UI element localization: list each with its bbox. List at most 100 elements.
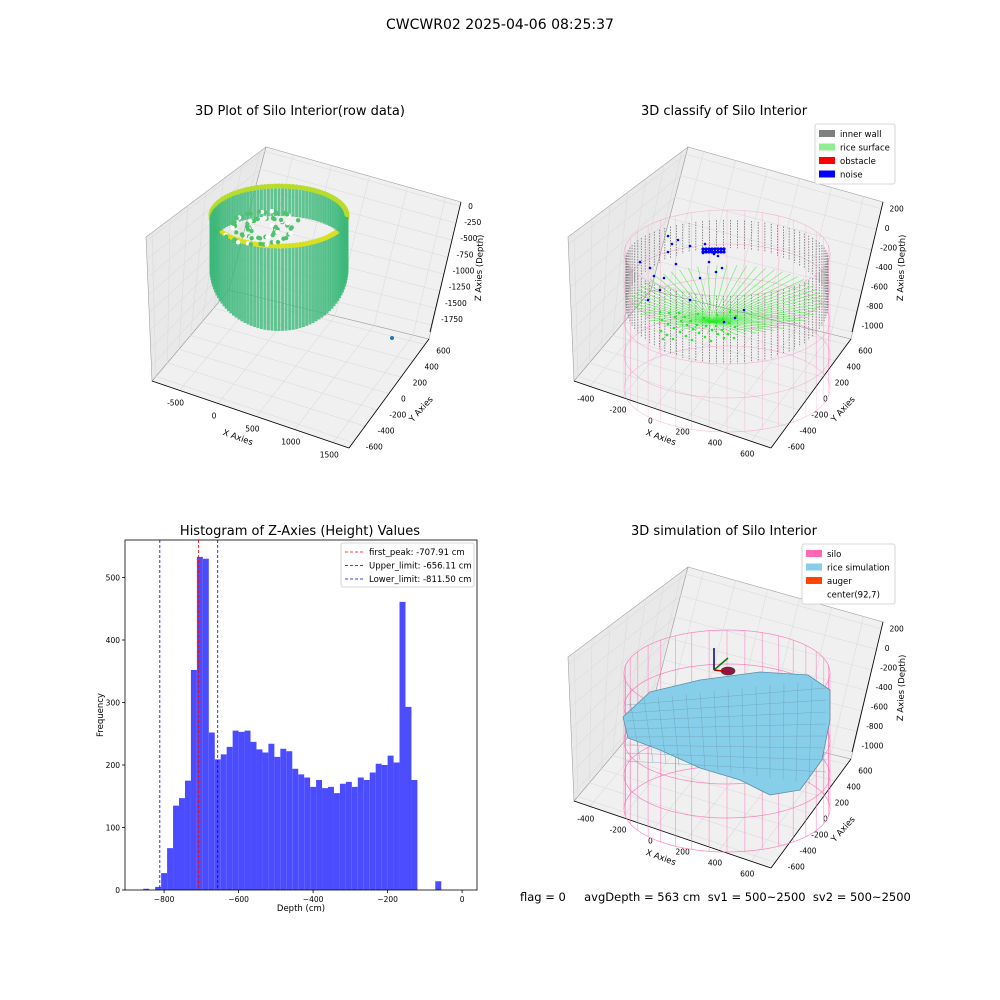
histogram-bar	[220, 754, 227, 890]
plot2-rice-surface-point	[671, 337, 675, 341]
histogram-bar	[333, 793, 340, 890]
histogram-bar	[232, 730, 239, 890]
plot2-xtick-label: 0	[648, 416, 653, 425]
plot1-surface-point	[270, 232, 275, 238]
histogram-bar	[405, 706, 412, 890]
plot1-surface-point	[270, 223, 275, 228]
plot2-rice-surface-point	[697, 266, 713, 323]
histogram-legend-label: first_peak: -707.91 cm	[369, 548, 465, 558]
plot4-mesh-line	[727, 689, 732, 773]
plot4-mesh-line	[625, 699, 827, 714]
plot1-surface-point	[248, 242, 253, 247]
plot1-surface-point	[270, 216, 276, 221]
plot4-legend-swatch	[806, 563, 822, 571]
plot4-z-axis-line	[851, 621, 884, 753]
plot2-rice-surface-point	[711, 321, 718, 335]
plot2-noise-point	[707, 247, 711, 251]
plot2-rice-surface-point	[711, 282, 810, 323]
plot4-mesh-line	[629, 699, 641, 761]
plot4-xlabel: X Axies	[644, 848, 677, 868]
plot2-rice-surface-point	[734, 314, 738, 318]
plot2-rice-surface-point	[711, 321, 747, 335]
plot2-rice-surface-point	[666, 322, 670, 326]
plot1-surface-point	[224, 234, 229, 239]
plot2-ztick-label: -200	[880, 244, 897, 253]
histogram-xtick-label: −200	[377, 895, 398, 904]
plot2-noise-point	[698, 276, 702, 280]
plot1-surface-point	[230, 220, 235, 226]
histogram-bar	[167, 848, 174, 890]
figure-title: CWCWR02 2025-04-06 08:25:37	[386, 17, 614, 33]
plot2-rice-surface-point	[711, 267, 766, 323]
plot2-noise-point	[713, 247, 717, 251]
plot2-legend-label: noise	[840, 171, 863, 181]
histogram-bar	[363, 780, 370, 890]
plot4-ztick-label: -800	[866, 722, 883, 731]
plot2-rice-surface-point	[670, 271, 713, 323]
plot2-title: 3D classify of Silo Interior	[640, 104, 808, 119]
plot2-rice-surface-point	[711, 303, 822, 323]
plot2-rice-surface-point	[644, 282, 713, 323]
plot2-rice-surface-point	[695, 323, 699, 327]
plot2-ztick-label: 0	[885, 224, 890, 233]
plot4-ytick-label: 0	[823, 815, 828, 824]
plot1-ytick-label: 400	[424, 363, 439, 372]
plot2-rice-surface-point	[720, 328, 724, 332]
histogram-ylabel: Frequency	[96, 693, 106, 737]
histogram-bar	[244, 730, 251, 890]
plot2-rice-surface-point	[711, 317, 810, 323]
plot2-noise-point	[704, 250, 708, 254]
plot2-rice-surface-point	[711, 265, 738, 323]
plot4-ztick-label: -600	[871, 703, 888, 712]
plot2-xtick-label: 200	[676, 427, 691, 436]
plot4-scene	[622, 629, 831, 853]
plot1-y-axis-line	[348, 338, 430, 449]
plot2-zgrid	[571, 239, 863, 331]
plot4-xtick-label: 600	[740, 869, 755, 878]
histogram-legend: first_peak: -707.91 cm Upper_limit: -656.…	[340, 542, 475, 588]
plot1-surface-point	[245, 227, 251, 232]
plot2-noise-point	[652, 274, 656, 278]
plot2-rice-surface-point	[631, 299, 713, 323]
plot2-legend-label: obstacle	[840, 157, 876, 167]
plot4-ygrid	[600, 625, 800, 831]
plot1-surface-point	[249, 235, 254, 241]
plot1-surface-point	[269, 209, 275, 214]
plot2-noise-point	[710, 247, 714, 251]
plot2-rice-surface-point	[672, 326, 676, 330]
histogram-xtick-label: −800	[154, 895, 175, 904]
plot2-rice-surface-point	[711, 321, 766, 333]
plot2-rice-surface-point	[671, 321, 713, 329]
histogram-bar	[196, 556, 203, 890]
plot2-rice-surface-point	[697, 331, 701, 335]
plot2-noise-point	[707, 250, 711, 254]
histogram-bar	[328, 786, 334, 890]
plot1-surface-point	[285, 220, 290, 226]
histogram-bar	[238, 731, 245, 890]
plot2-noise-point	[670, 242, 674, 246]
plot2-ygrid	[635, 164, 836, 362]
plot2-rice-surface-point	[709, 339, 713, 343]
plot4-mesh-line	[713, 690, 719, 771]
histogram-ytick-label: 500	[106, 574, 121, 583]
plot2-zlabel: Z Axies (Depth)	[896, 234, 908, 301]
plot2-rice-surface-point	[644, 317, 713, 323]
plot2-rice-surface-point	[667, 311, 671, 315]
plot4-mesh-line	[625, 687, 827, 706]
plot2-rice-surface-point	[711, 273, 791, 323]
plot2-rice-surface-point	[711, 296, 822, 323]
plot2-rice-surface-point	[688, 321, 713, 333]
plot2-ygrid	[573, 232, 776, 443]
plot2-noise-point	[722, 247, 726, 251]
plot2-rice-surface-point	[711, 320, 804, 323]
plot1-surface-point	[264, 242, 269, 247]
plot2-noise-point	[701, 247, 705, 251]
plot1-surface-point	[282, 210, 288, 216]
plot1-ytick-label: 200	[413, 379, 428, 388]
plot4-legend-box	[801, 543, 896, 605]
histogram-bar	[387, 755, 394, 890]
plot2-xtick-label: 600	[740, 449, 755, 458]
plot2-silo-ring	[623, 345, 831, 433]
histogram-legend-label: Upper_limit: -656.11 cm	[369, 562, 472, 572]
plot1-xgrid	[294, 186, 408, 430]
